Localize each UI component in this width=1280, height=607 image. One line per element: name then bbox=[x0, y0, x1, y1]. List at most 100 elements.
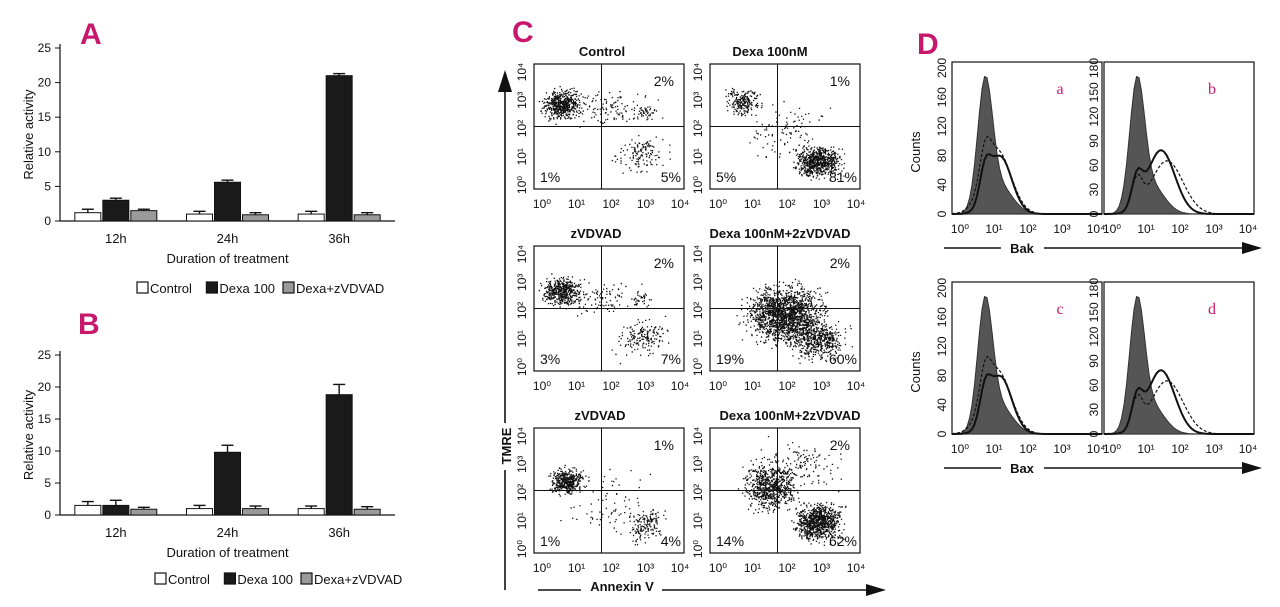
histogram-sublabel: a bbox=[1056, 81, 1063, 98]
y-axis-label-counts: Counts bbox=[908, 351, 923, 393]
bar-dexa-zvdvad-24h bbox=[242, 214, 269, 222]
histogram-isotype-fill bbox=[1103, 75, 1254, 215]
bar-dexa-100-24h bbox=[214, 181, 241, 222]
y-tick-label: 10⁴ bbox=[691, 63, 705, 82]
y-tick-label: 120 bbox=[935, 336, 949, 356]
y-tick-label: 10⁴ bbox=[691, 245, 705, 264]
y-tick-label: 10³ bbox=[691, 274, 705, 291]
x-tick-label: 10⁰ bbox=[951, 442, 969, 456]
quadrant-lower-right: 60% bbox=[829, 351, 857, 367]
scatter-title: zVDVAD bbox=[570, 226, 621, 241]
x-tick-label: 10⁴ bbox=[671, 561, 690, 575]
y-tick-label: 10¹ bbox=[691, 512, 705, 529]
x-tick-label: 10¹ bbox=[985, 222, 1002, 236]
x-tick-label: 10⁰ bbox=[951, 222, 969, 236]
x-axis-label: Duration of treatment bbox=[166, 545, 289, 560]
x-tick-label: 10⁴ bbox=[1239, 442, 1258, 456]
y-tick-label: 25 bbox=[38, 41, 52, 55]
scatter-title: Dexa 100nM bbox=[732, 44, 807, 59]
y-tick-label: 10³ bbox=[515, 274, 529, 291]
y-tick-label: 60 bbox=[1087, 378, 1101, 392]
y-tick-label: 10 bbox=[38, 145, 52, 159]
x-tick-label: 12h bbox=[105, 231, 127, 246]
x-tick-label: 10³ bbox=[813, 379, 830, 393]
y-tick-label: 80 bbox=[935, 369, 949, 383]
x-tick-label: 10⁴ bbox=[1087, 222, 1106, 236]
x-tick-label: 10⁴ bbox=[847, 561, 866, 575]
y-tick-label: 10² bbox=[691, 302, 705, 319]
quadrant-lower-left: 1% bbox=[540, 533, 560, 549]
bar-dexa-zvdvad-36h bbox=[353, 214, 381, 222]
x-tick-label: 10³ bbox=[637, 197, 654, 211]
x-tick-label: 10³ bbox=[637, 379, 654, 393]
y-tick-label: 200 bbox=[935, 58, 949, 78]
legend-entry: Dexa+zVDVAD bbox=[314, 572, 402, 587]
y-tick-label: 160 bbox=[935, 307, 949, 327]
y-tick-label: 10⁴ bbox=[515, 427, 529, 446]
y-tick-label: 30 bbox=[1087, 183, 1101, 197]
y-tick-label: 0 bbox=[1087, 210, 1101, 217]
y-tick-label: 10² bbox=[691, 484, 705, 501]
y-tick-label: 10³ bbox=[515, 456, 529, 473]
y-tick-label: 0 bbox=[935, 430, 949, 437]
scatter-title: Dexa 100nM+2zVDVAD bbox=[719, 408, 860, 423]
y-tick-label: 150 bbox=[1087, 82, 1101, 102]
x-tick-label: 12h bbox=[105, 525, 127, 540]
x-tick-label: 10⁴ bbox=[847, 197, 866, 211]
bar-dexa-100-12h bbox=[102, 504, 130, 516]
y-tick-label: 10² bbox=[515, 302, 529, 319]
histogram-line bbox=[951, 355, 1102, 435]
panel-letter-D: D bbox=[917, 28, 939, 61]
histogram-line bbox=[1104, 380, 1254, 435]
scatter-events bbox=[548, 464, 667, 546]
x-tick-label: 10⁰ bbox=[1103, 222, 1121, 236]
y-tick-label: 80 bbox=[935, 149, 949, 163]
scatter-plot-1: Control 2% 1% 5% 10⁰ 10¹ 10² 10³ 10⁴ 10⁴ 10³ 10² 10¹… bbox=[515, 44, 689, 211]
y-tick-label: 0 bbox=[44, 508, 51, 522]
quadrant-lower-left: 19% bbox=[716, 351, 744, 367]
y-tick-label: 10¹ bbox=[515, 148, 529, 165]
panel-letter-A: A bbox=[80, 18, 102, 51]
y-tick-label: 10⁰ bbox=[691, 540, 705, 558]
y-tick-label: 10² bbox=[691, 120, 705, 137]
scatter-title: zVDVAD bbox=[574, 408, 625, 423]
scatter-title: Control bbox=[579, 44, 625, 59]
x-tick-label: 10⁴ bbox=[671, 197, 690, 211]
scatter-panel-C: C Control 2% 1% 5% 10⁰ 10¹ 10² 10³ 10⁴ 10⁴ 10³ 10² 10… bbox=[498, 16, 886, 596]
quadrant-upper-right: 1% bbox=[830, 73, 850, 89]
x-tick-label: 10⁴ bbox=[847, 379, 866, 393]
x-tick-label: 10¹ bbox=[568, 197, 585, 211]
y-tick-label: 15 bbox=[38, 412, 52, 426]
bar-dexa-zvdvad-12h bbox=[130, 210, 158, 222]
y-tick-label: 10 bbox=[38, 444, 52, 458]
x-tick-label: 10⁴ bbox=[1239, 222, 1258, 236]
x-tick-label: 24h bbox=[217, 231, 239, 246]
x-tick-label: 10⁰ bbox=[533, 379, 551, 393]
scatter-plot-3: zVDVAD 2% 3% 7% 10⁰ 10¹ 10² 10³ 10⁴ 10⁴ 10³ 10² 10¹ 1… bbox=[515, 226, 689, 393]
histogram-a: a 0 40 80 120 160 200 10⁰ 10¹ 10² 10³ 10⁴ Counts bbox=[908, 58, 1105, 236]
bar-control-12h bbox=[74, 212, 102, 222]
scatter-events bbox=[725, 87, 846, 182]
scatter-plot-2: Dexa 100nM 1% 5% 81% 10⁰ 10¹ 10² 10³ 10⁴ 10⁴ 10³ 10… bbox=[691, 44, 865, 211]
y-tick-label: 0 bbox=[935, 210, 949, 217]
x-tick-label: 10³ bbox=[813, 561, 830, 575]
x-tick-label: 10⁴ bbox=[1087, 442, 1106, 456]
y-tick-label: 90 bbox=[1087, 134, 1101, 148]
bar-control-36h bbox=[297, 508, 325, 516]
marker-axis-arrow bbox=[1242, 242, 1262, 254]
y-tick-label: 10³ bbox=[515, 92, 529, 109]
y-tick-label: 10⁴ bbox=[515, 63, 529, 82]
x-tick-label: 24h bbox=[217, 525, 239, 540]
y-tick-label: 10³ bbox=[691, 92, 705, 109]
y-tick-label: 5 bbox=[44, 179, 51, 193]
y-tick-label: 60 bbox=[1087, 158, 1101, 172]
y-tick-label: 20 bbox=[38, 76, 52, 90]
x-tick-label: 10³ bbox=[637, 561, 654, 575]
bar-dexa-100-36h bbox=[325, 394, 353, 516]
marker-axis-label: Bak bbox=[1010, 241, 1035, 256]
x-tick-label: 10⁰ bbox=[533, 561, 551, 575]
x-tick-label: 10⁰ bbox=[709, 379, 727, 393]
bar-control-24h bbox=[186, 508, 213, 516]
x-tick-label: 10³ bbox=[1053, 442, 1070, 456]
x-tick-label: 36h bbox=[328, 525, 350, 540]
